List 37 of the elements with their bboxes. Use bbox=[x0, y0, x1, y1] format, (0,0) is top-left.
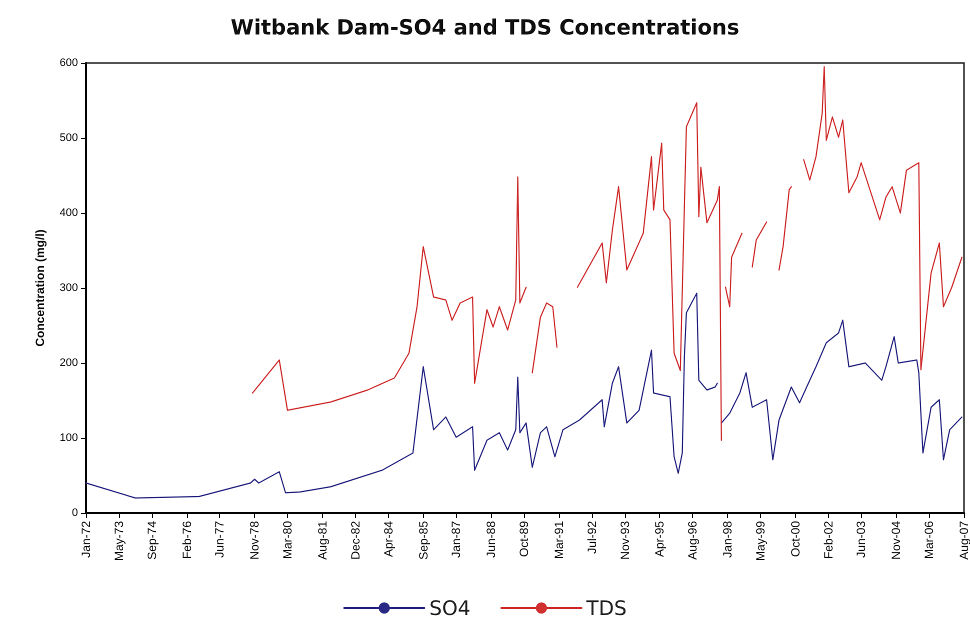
x-tick-label: Sep-85 bbox=[416, 520, 430, 560]
x-tick-label: Feb-02 bbox=[821, 520, 836, 560]
y-tick-label: 400 bbox=[60, 207, 78, 219]
y-tick-label: 300 bbox=[60, 282, 78, 294]
x-tick-label: Nov-93 bbox=[618, 520, 632, 560]
chart-title: Witbank Dam-SO4 and TDS Concentrations bbox=[230, 16, 740, 40]
x-tick-label: Jul-92 bbox=[584, 520, 599, 554]
x-tick-label: Mar-91 bbox=[552, 520, 566, 560]
x-tick-label: Feb-76 bbox=[180, 520, 194, 560]
x-tick-label: Mar-06 bbox=[922, 520, 936, 560]
x-tick-label: Oct-00 bbox=[788, 520, 802, 558]
legend-label: SO4 bbox=[429, 596, 470, 620]
x-tick-label: Nov-04 bbox=[889, 520, 904, 560]
y-tick-label: 0 bbox=[72, 507, 78, 519]
y-tick-label: 200 bbox=[60, 357, 78, 369]
y-tick-label: 600 bbox=[60, 57, 78, 69]
y-tick-label: 100 bbox=[60, 432, 78, 444]
x-tick-label: Jan-72 bbox=[79, 520, 93, 558]
x-tick-label: Mar-80 bbox=[280, 520, 294, 560]
x-tick-label: Jan-87 bbox=[449, 520, 464, 558]
x-tick-label: Jun-88 bbox=[484, 520, 498, 558]
y-tick-label: 500 bbox=[60, 132, 78, 144]
y-axis-title: Concentration (mg/l) bbox=[33, 229, 47, 347]
legend-label: TDS bbox=[585, 596, 627, 620]
x-tick-label: Aug-96 bbox=[686, 520, 700, 560]
x-tick-label: Sep-74 bbox=[144, 520, 159, 560]
x-tick-label: Oct-89 bbox=[516, 520, 531, 558]
x-tick-label: Apr-84 bbox=[381, 520, 396, 558]
x-tick-label: May-99 bbox=[753, 520, 768, 562]
x-tick-label: Jan-98 bbox=[720, 520, 735, 558]
x-tick-label: Jun-77 bbox=[212, 520, 227, 558]
x-tick-label: May-73 bbox=[112, 520, 126, 562]
x-tick-label: Aug-81 bbox=[315, 520, 330, 560]
x-tick-label: Jun-03 bbox=[854, 520, 868, 558]
x-tick-label: Apr-95 bbox=[652, 520, 667, 558]
x-tick-label: Nov-78 bbox=[248, 520, 262, 560]
x-tick-label: Dec-82 bbox=[348, 520, 362, 560]
